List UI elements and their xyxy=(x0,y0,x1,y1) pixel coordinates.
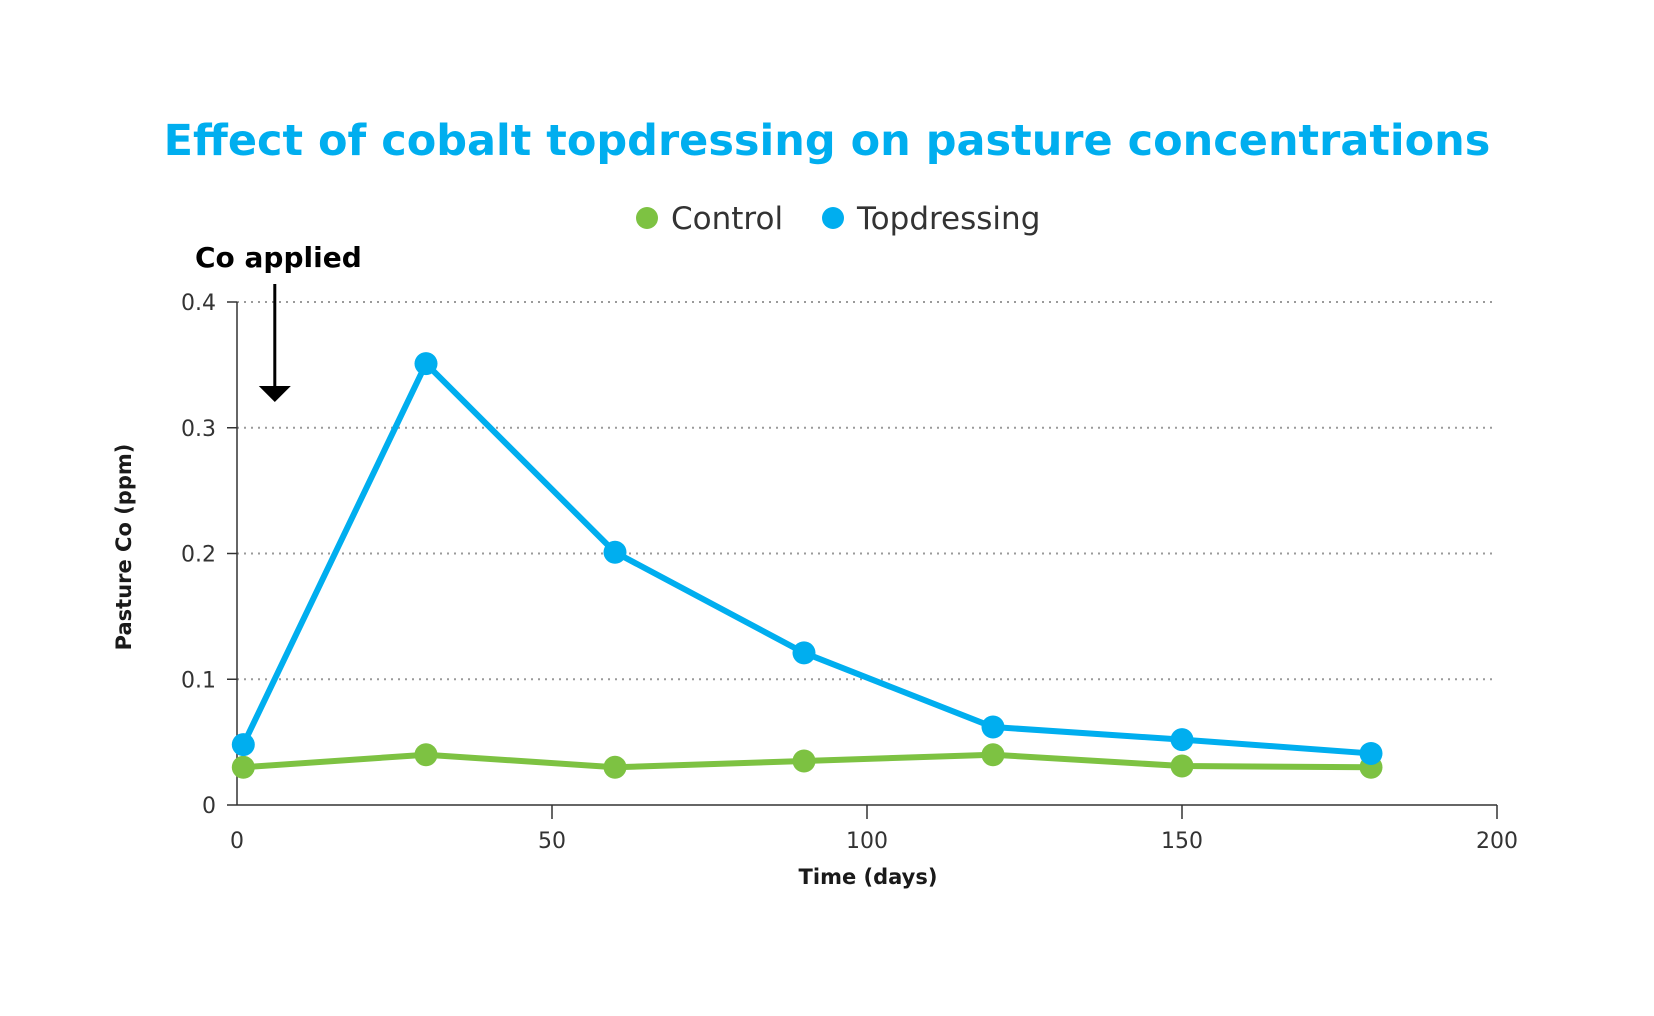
data-point-topdressing xyxy=(414,352,438,376)
data-point-control xyxy=(981,743,1005,767)
data-point-topdressing xyxy=(231,733,255,757)
data-point-topdressing xyxy=(1170,728,1194,752)
x-tick-label: 50 xyxy=(538,829,566,854)
legend-label-topdressing: Topdressing xyxy=(856,201,1040,237)
y-tick-label: 0.2 xyxy=(181,543,216,568)
annotation-arrow-head xyxy=(258,386,291,402)
series-layer xyxy=(231,352,1383,779)
y-axis-label: Pasture Co (ppm) xyxy=(112,444,136,651)
data-point-topdressing xyxy=(981,715,1005,739)
series-line-topdressing xyxy=(240,360,1374,757)
x-axis-label: Time (days) xyxy=(799,865,938,889)
y-tick-label: 0 xyxy=(202,794,216,819)
legend-label-control: Control xyxy=(671,201,783,237)
y-axis-ticks: 0 0.1 0.2 0.3 0.4 xyxy=(181,291,237,819)
y-tick-label: 0.1 xyxy=(181,668,216,693)
annotation-label: Co applied xyxy=(195,241,362,274)
y-tick-label: 0.3 xyxy=(181,417,216,442)
data-point-control xyxy=(1170,754,1194,778)
chart-title: Effect of cobalt topdressing on pasture … xyxy=(164,116,1491,166)
data-point-control xyxy=(792,749,816,773)
legend: Control Topdressing xyxy=(636,201,1040,237)
x-tick-label: 200 xyxy=(1476,829,1518,854)
legend-marker-control xyxy=(636,207,658,229)
data-point-topdressing xyxy=(1359,741,1383,765)
data-point-control xyxy=(414,743,438,767)
data-point-control xyxy=(603,755,627,779)
x-tick-label: 100 xyxy=(846,829,888,854)
x-axis-ticks: 0 50 100 150 200 xyxy=(230,805,1518,854)
legend-marker-topdressing xyxy=(822,207,844,229)
x-tick-label: 0 xyxy=(230,829,244,854)
co-applied-annotation: Co applied xyxy=(195,241,362,402)
data-point-control xyxy=(231,755,255,779)
x-tick-label: 150 xyxy=(1161,829,1203,854)
y-tick-label: 0.4 xyxy=(181,291,216,316)
data-point-topdressing xyxy=(792,641,816,665)
data-point-topdressing xyxy=(603,540,627,564)
